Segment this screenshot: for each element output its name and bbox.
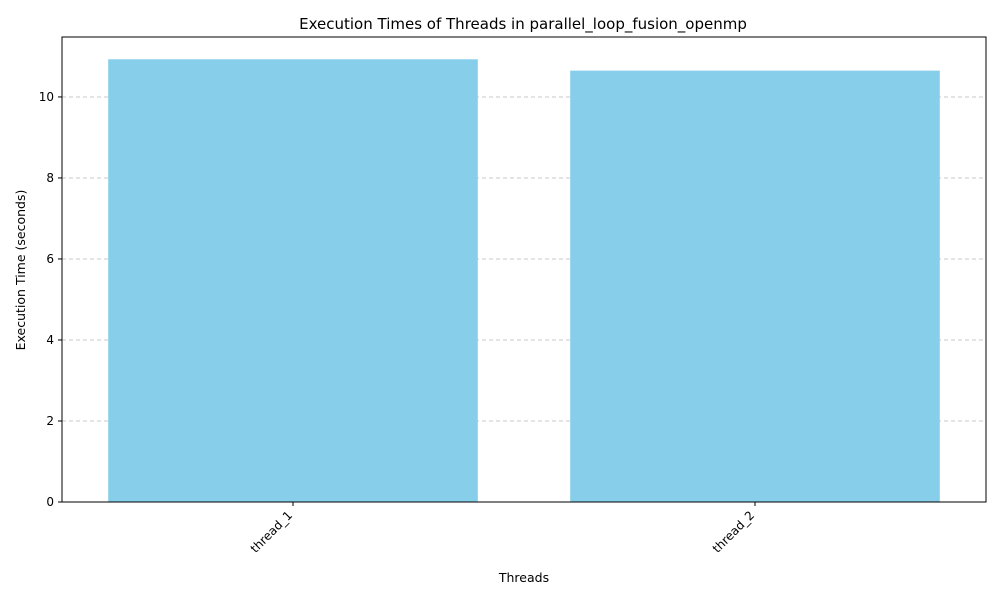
bar-thread_2	[570, 70, 940, 503]
plot-frame	[61, 36, 987, 503]
y-tick-label: 0	[46, 495, 54, 509]
y-axis-label: Execution Time (seconds)	[13, 190, 28, 351]
x-tick-label: thread_2	[710, 508, 757, 555]
bars	[108, 59, 940, 503]
x-axis-ticks: thread_1 thread_2	[248, 502, 757, 556]
y-tick-label: 8	[46, 171, 54, 185]
y-tick-label: 10	[39, 90, 54, 104]
x-tick-label: thread_1	[248, 508, 295, 555]
x-axis-label: Threads	[498, 570, 549, 585]
y-tick-label: 6	[46, 252, 54, 266]
y-tick-label: 2	[46, 414, 54, 428]
bar-thread_1	[108, 59, 478, 503]
y-axis-ticks: 0 2 4 6 8 10	[39, 90, 62, 509]
chart-title: Execution Times of Threads in parallel_l…	[299, 15, 747, 34]
y-tick-label: 4	[46, 333, 54, 347]
